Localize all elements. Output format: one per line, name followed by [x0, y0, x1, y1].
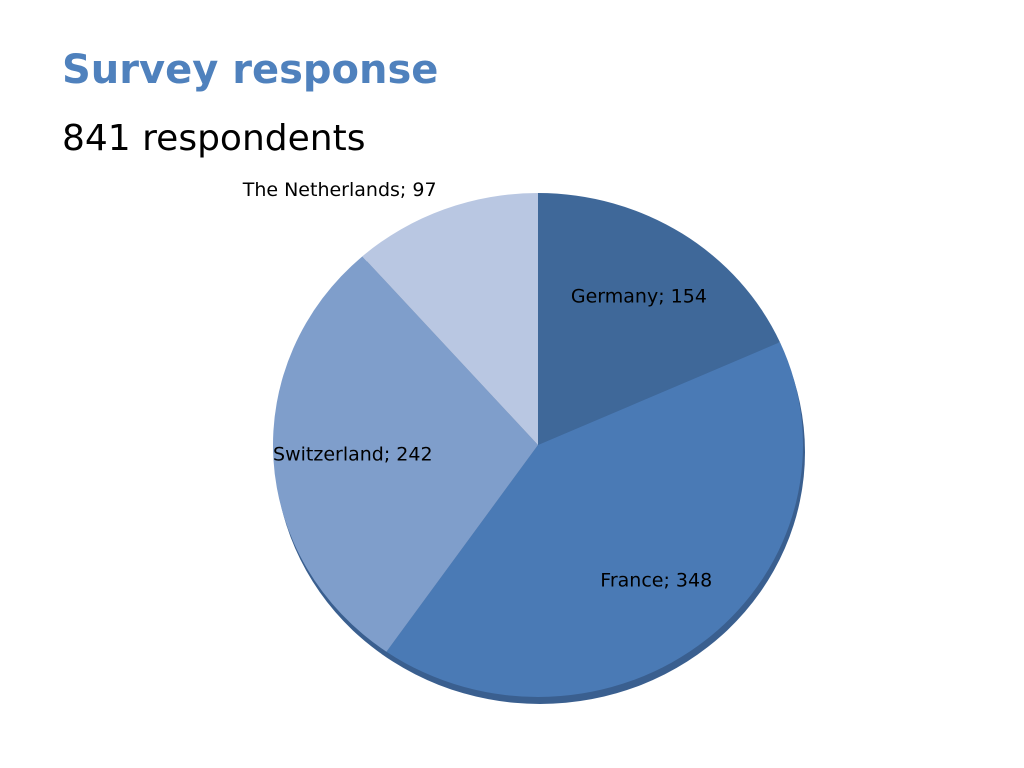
chart-title: Survey response — [62, 47, 438, 93]
pie-slice — [362, 193, 538, 445]
data-label: The Netherlands; 97 — [242, 179, 437, 201]
chart-subtitle: 841 respondents — [62, 118, 365, 159]
data-label: France; 348 — [600, 569, 712, 591]
pie-slice — [272, 256, 538, 652]
data-label: Switzerland; 242 — [273, 444, 433, 466]
data-label: Germany; 154 — [571, 285, 707, 307]
pie-slice — [386, 342, 804, 697]
pie-slice — [538, 193, 780, 445]
